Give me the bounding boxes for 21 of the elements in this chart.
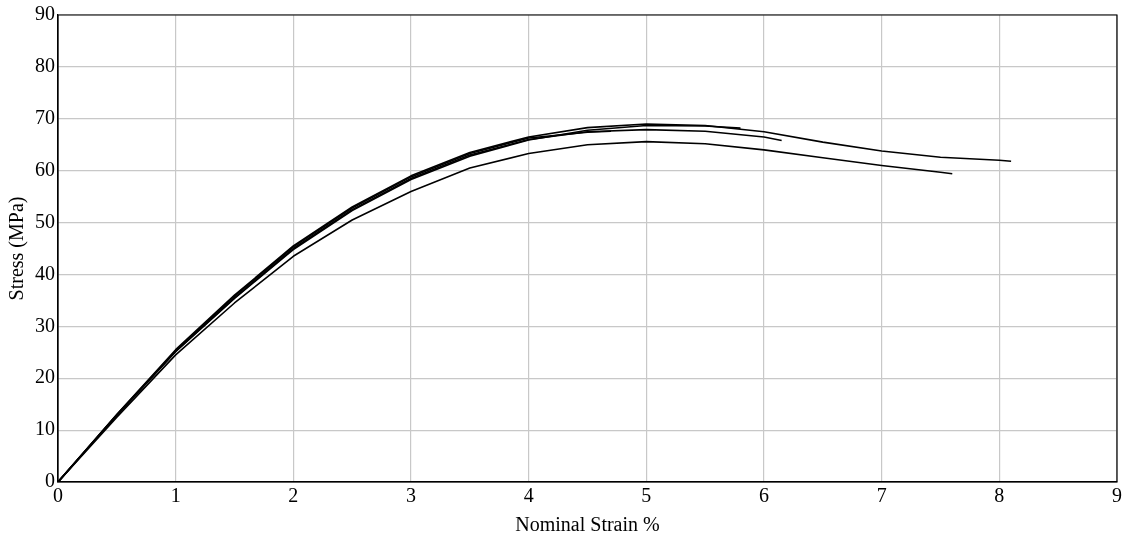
y-tick-label: 40 [35, 261, 55, 284]
y-tick-label: 10 [35, 417, 55, 440]
x-tick-label: 7 [876, 484, 887, 507]
y-tick-label: 20 [35, 365, 55, 388]
x-tick-label: 4 [523, 484, 534, 507]
y-tick-label: 50 [35, 209, 55, 232]
x-tick-label: 3 [406, 484, 416, 507]
y-tick-label: 80 [35, 54, 55, 77]
x-axis-title: Nominal Strain % [515, 513, 660, 536]
y-tick-label: 30 [35, 313, 55, 336]
x-tick-label: 6 [759, 484, 769, 507]
y-tick-label: 60 [35, 157, 55, 180]
x-tick-label: 5 [641, 484, 652, 507]
x-tick-label: 9 [1112, 484, 1122, 507]
y-tick-label: 0 [45, 469, 55, 492]
y-tick-label: 70 [35, 106, 55, 129]
y-tick-label: 90 [35, 2, 55, 25]
x-tick-label: 2 [288, 484, 299, 507]
y-axis-title: Stress (MPa) [5, 196, 29, 301]
x-tick-label: 8 [994, 484, 1005, 507]
x-tick-label: 1 [170, 484, 181, 507]
